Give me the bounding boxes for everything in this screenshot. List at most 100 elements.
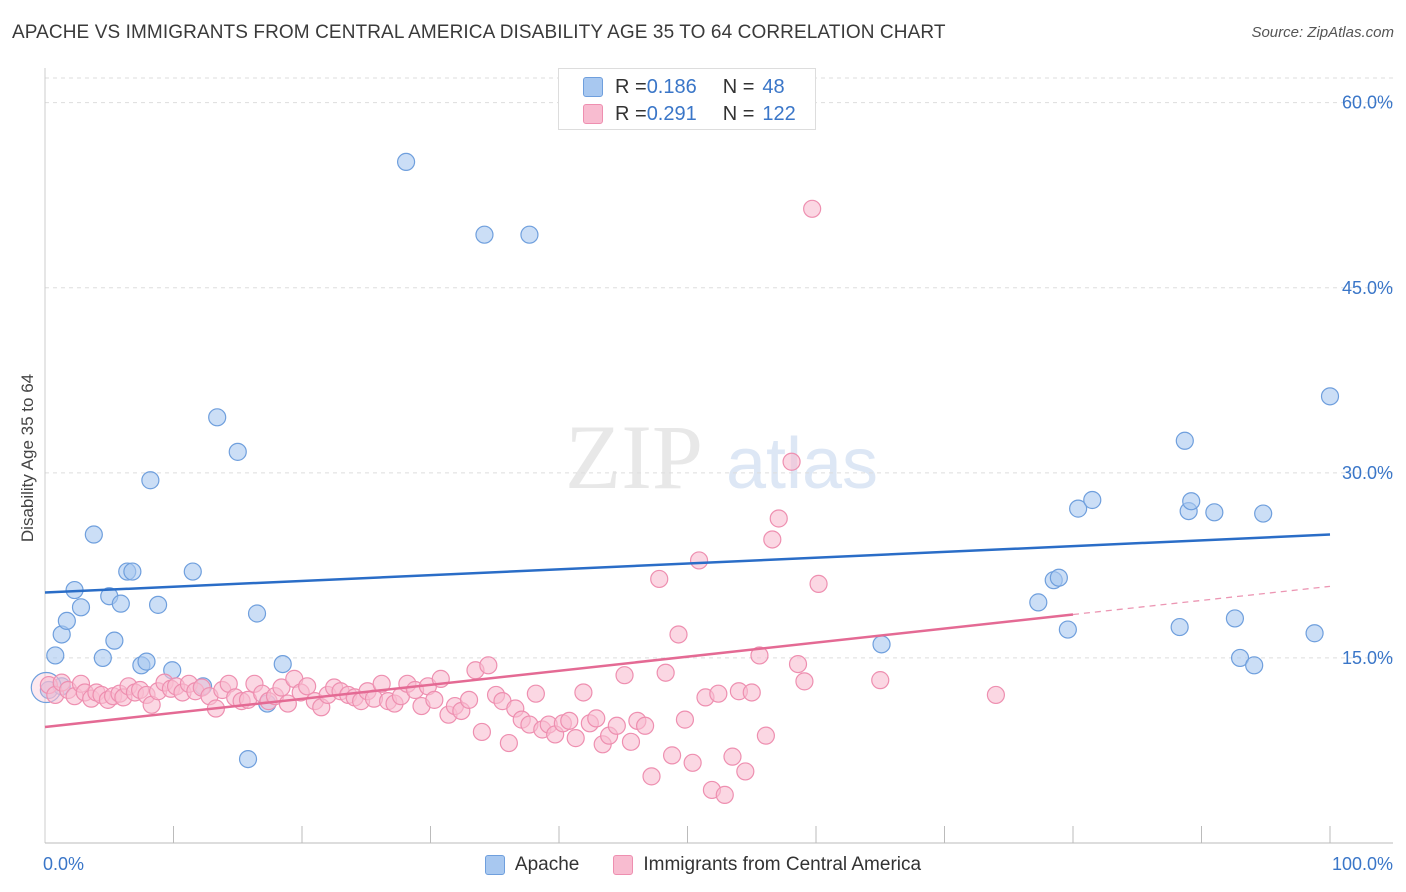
central-america-trend-line-dashed (1072, 585, 1331, 616)
central-america-point-95 (656, 663, 675, 682)
central-america-point-105 (723, 747, 742, 766)
central-america-point-116 (803, 199, 822, 218)
central-america-point-66 (459, 690, 479, 709)
apache-point-35 (1069, 499, 1088, 518)
central-america-point-117 (809, 574, 828, 593)
legend-row-central-america: R = 0.291 N = 122 (583, 102, 796, 126)
apache-point-16 (141, 471, 160, 490)
legend-swatch-central-america (613, 855, 634, 875)
central-america-point-69 (479, 656, 498, 675)
apache-point-9 (105, 631, 124, 650)
apache-point-38 (1175, 431, 1194, 450)
y-tick-label-2: 45.0% (1342, 278, 1393, 298)
legend-swatch-apache (484, 855, 505, 875)
legend-n-value: 122 (762, 102, 796, 125)
apache-point-8 (93, 648, 112, 668)
y-tick-label-0: 15.0% (1342, 648, 1393, 668)
apache-point-30 (872, 635, 891, 654)
central-america-point-112 (769, 509, 788, 528)
central-america-trend-line-solid (44, 613, 1074, 729)
apache-point-36 (1083, 490, 1102, 510)
legend-item-apache: Apache (484, 854, 580, 876)
y-tick-label-1: 30.0% (1342, 463, 1393, 483)
apache-point-6 (71, 598, 91, 617)
central-america-point-93 (642, 767, 661, 786)
series-legend: Apache Immigrants from Central America (0, 852, 1406, 878)
grid (45, 77, 1393, 659)
central-america-point-114 (788, 654, 808, 674)
central-america-point-85 (587, 709, 606, 728)
apache-point-40 (1182, 492, 1201, 511)
apache-point-22 (228, 442, 247, 461)
apache-point-4 (57, 611, 76, 631)
apache-point-19 (183, 562, 202, 581)
legend-n-label: N = (722, 75, 755, 98)
legend-r-label: R = (615, 102, 647, 125)
central-america-point-83 (574, 683, 593, 702)
central-america-point-111 (763, 530, 782, 549)
x-tick-label-0: 0.0% (43, 854, 84, 874)
apache-point-42 (1225, 609, 1245, 628)
legend-r-value: 0.291 (646, 102, 697, 125)
stats-legend: R = 0.186 N = 48 R = 0.291 N = 122 (558, 68, 816, 130)
central-america-point-115 (795, 672, 814, 691)
central-america-points (39, 199, 1006, 804)
legend-label-central-america: Immigrants from Central America (643, 854, 922, 875)
central-america-point-107 (736, 762, 755, 781)
central-america-point-76 (526, 684, 545, 703)
legend-swatch-apache (583, 77, 603, 97)
central-america-point-88 (607, 716, 626, 735)
central-america-point-108 (742, 683, 761, 702)
legend-r-label: R = (615, 75, 647, 98)
central-america-point-89 (615, 666, 634, 685)
axes (44, 68, 1393, 844)
central-america-point-109 (750, 646, 769, 665)
central-america-point-92 (635, 716, 655, 735)
legend-label-apache: Apache (514, 854, 580, 875)
central-america-point-97 (669, 625, 688, 644)
central-america-point-100 (689, 551, 709, 570)
apache-point-7 (84, 525, 103, 544)
central-america-point-90 (621, 732, 641, 751)
apache-point-13 (123, 562, 142, 581)
apache-point-28 (475, 225, 494, 244)
apache-point-31 (1029, 593, 1048, 612)
central-america-point-118 (871, 671, 890, 690)
apache-point-26 (273, 654, 292, 674)
central-america-point-61 (425, 690, 444, 709)
central-america-point-103 (709, 684, 728, 703)
central-america-point-104 (715, 785, 734, 804)
central-america-point-53 (372, 674, 391, 693)
central-america-point-119 (986, 685, 1006, 705)
central-america-point-113 (782, 452, 801, 471)
legend-n-value: 48 (762, 75, 785, 98)
legend-item-central-america: Immigrants from Central America (613, 854, 921, 876)
y-tick-label-3: 60.0% (1342, 93, 1393, 113)
apache-point-41 (1205, 503, 1224, 522)
central-america-point-68 (472, 722, 491, 742)
apache-point-29 (520, 225, 539, 244)
apache-point-21 (208, 408, 227, 427)
legend-swatch-central-america (583, 104, 603, 124)
legend-row-apache: R = 0.186 N = 48 (583, 75, 785, 99)
apache-point-46 (1305, 624, 1324, 643)
apache-point-11 (111, 594, 130, 613)
apache-point-44 (1245, 656, 1264, 675)
apache-point-45 (1254, 504, 1273, 523)
central-america-point-81 (560, 711, 579, 730)
apache-point-34 (1058, 620, 1077, 639)
central-america-point-72 (499, 733, 518, 753)
apache-point-23 (238, 749, 258, 769)
trend-lines (44, 533, 1331, 729)
central-america-point-94 (650, 569, 669, 589)
apache-point-33 (1049, 568, 1068, 587)
central-america-point-98 (675, 710, 695, 729)
source-label: Source: ZipAtlas.com (1251, 24, 1394, 41)
apache-point-17 (148, 595, 168, 614)
legend-r-value: 0.186 (646, 75, 697, 98)
apache-point-27 (396, 152, 416, 172)
central-america-point-99 (683, 753, 702, 772)
watermark-atlas: atlas (726, 424, 878, 504)
apache-point-47 (1320, 387, 1340, 406)
